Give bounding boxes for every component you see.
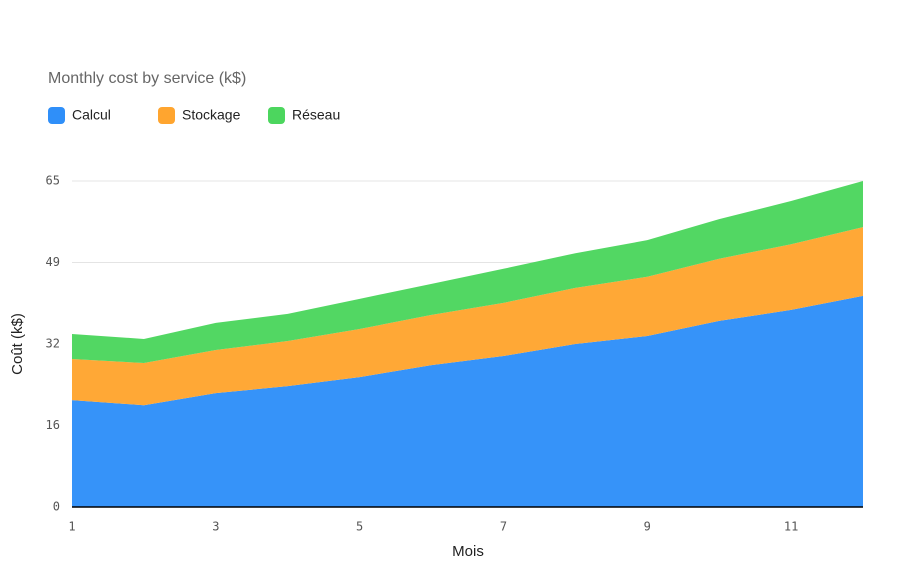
legend-label: Calcul xyxy=(72,107,111,123)
y-tick-label: 49 xyxy=(46,255,60,269)
legend-swatch xyxy=(158,107,175,124)
x-axis-label: Mois xyxy=(452,543,484,560)
legend-swatch xyxy=(268,107,285,124)
y-axis-label: Coût (k$) xyxy=(9,313,26,375)
legend-label: Stockage xyxy=(182,107,241,123)
x-tick-label: 5 xyxy=(356,520,363,534)
chart-title: Monthly cost by service (k$) xyxy=(48,70,246,87)
area xyxy=(72,227,863,406)
x-tick-label: 7 xyxy=(500,520,507,534)
x-tick-label: 1 xyxy=(68,520,75,534)
y-tick-label: 65 xyxy=(46,174,60,188)
legend-label: Réseau xyxy=(292,107,340,123)
legend-swatch xyxy=(48,107,65,124)
x-tick-label: 11 xyxy=(784,520,798,534)
x-tick-label: 3 xyxy=(212,520,219,534)
y-tick-label: 0 xyxy=(53,500,60,514)
area xyxy=(72,295,863,507)
x-tick-label: 9 xyxy=(644,520,651,534)
area xyxy=(72,181,863,364)
y-tick-label: 32 xyxy=(46,337,60,351)
y-tick-label: 16 xyxy=(46,418,60,432)
